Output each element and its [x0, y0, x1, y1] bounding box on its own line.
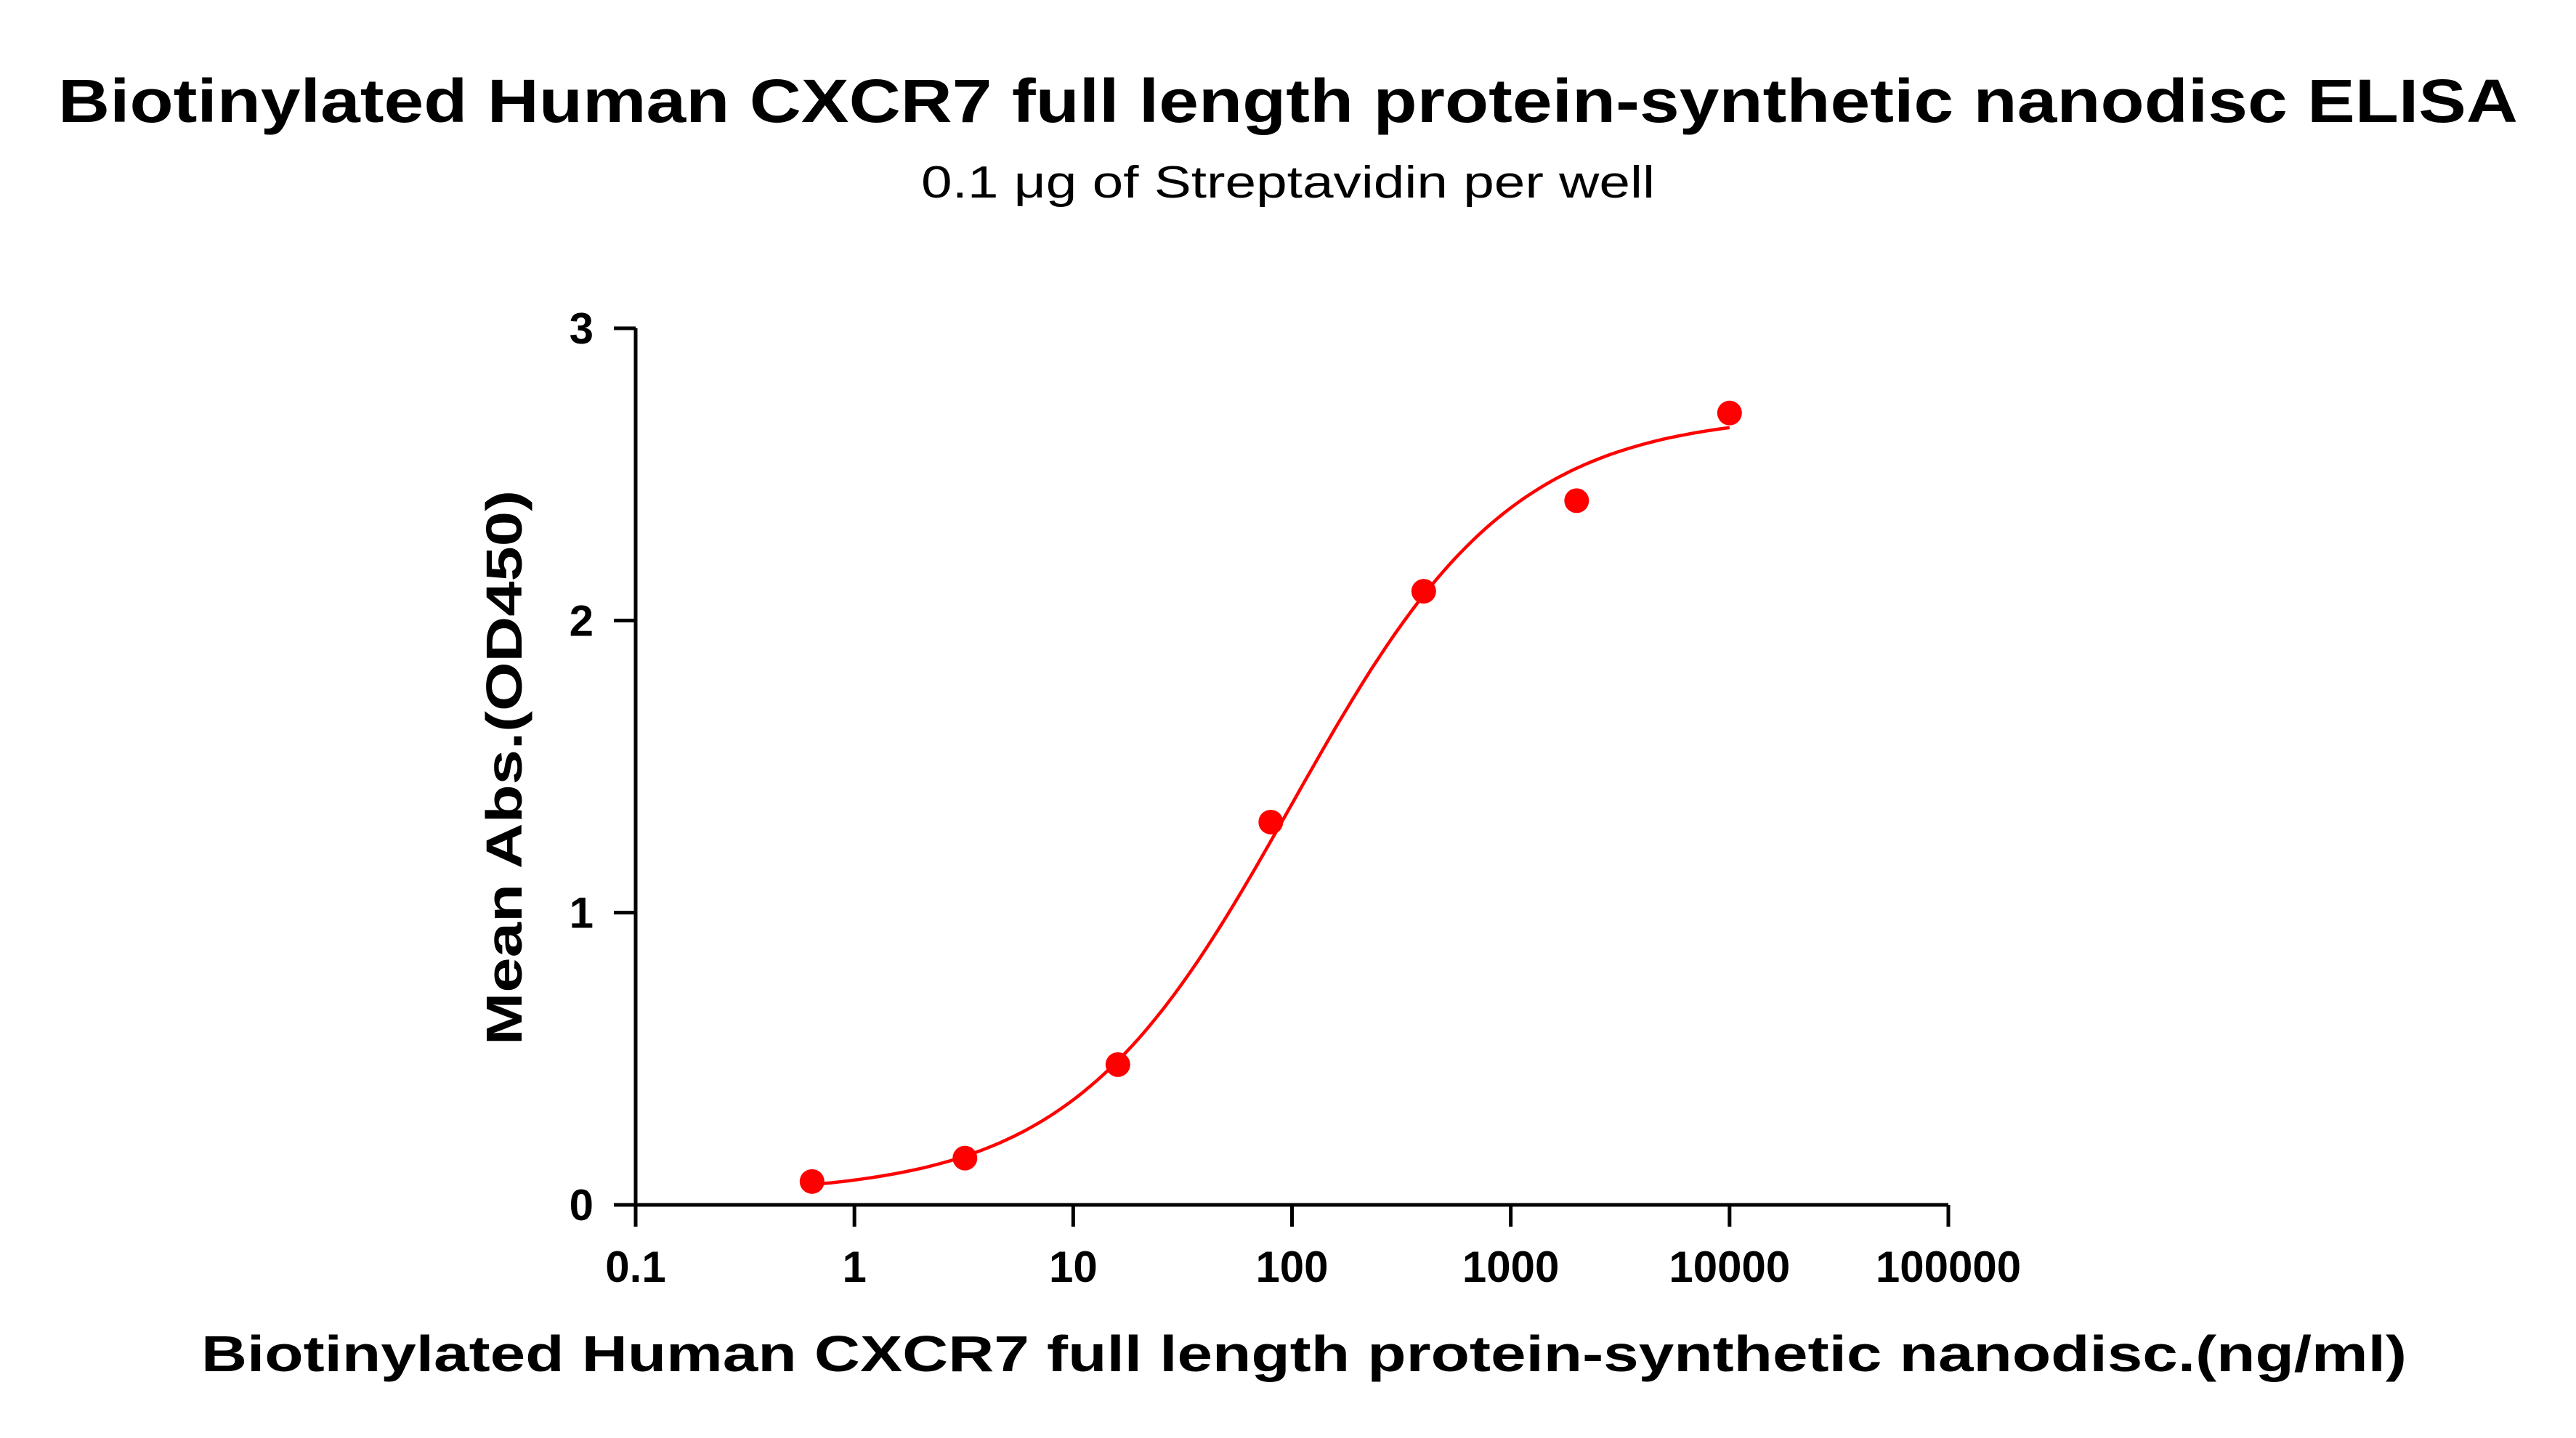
chart-title: Biotinylated Human CXCR7 full length pro…	[58, 67, 2518, 135]
x-tick-label: 0.1	[605, 1243, 665, 1291]
x-tick-label: 100	[1255, 1243, 1328, 1291]
y-axis-label: Mean Abs.(OD450)	[476, 490, 532, 1045]
x-tick-label: 1	[842, 1243, 866, 1291]
data-points	[799, 400, 1742, 1194]
data-point	[1258, 809, 1284, 834]
y-tick-label: 3	[570, 304, 594, 353]
tick-labels: 0.1 1 10 100 1000 10000 100000 0 1 2 3	[570, 304, 2021, 1291]
data-point	[1564, 488, 1589, 513]
data-point	[1105, 1052, 1130, 1077]
data-point	[799, 1169, 825, 1194]
y-tick-label: 0	[570, 1181, 594, 1230]
data-point	[1411, 579, 1436, 604]
x-tick-label: 100000	[1876, 1243, 2021, 1291]
fit-curve	[811, 426, 1730, 1187]
x-tick-label: 10000	[1669, 1243, 1790, 1291]
chart-subtitle: 0.1 μg of Streptavidin per well	[921, 158, 1655, 208]
x-tick-label: 1000	[1462, 1243, 1559, 1291]
data-point	[1717, 400, 1742, 426]
y-tick-label: 1	[570, 889, 594, 938]
axes	[614, 326, 1951, 1227]
data-point	[952, 1145, 978, 1171]
x-tick-label: 10	[1049, 1243, 1098, 1291]
y-tick-label: 2	[570, 596, 594, 645]
x-axis-label: Biotinylated Human CXCR7 full length pro…	[201, 1325, 2407, 1382]
